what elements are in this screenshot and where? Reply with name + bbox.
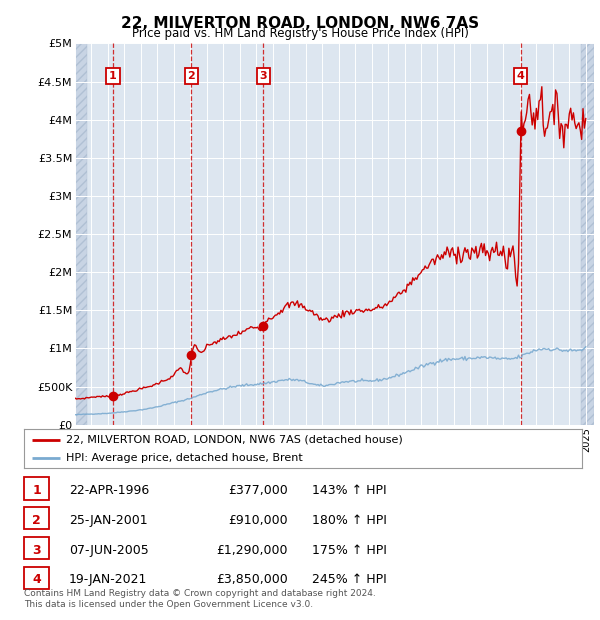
Text: £377,000: £377,000	[228, 484, 288, 497]
Text: 22, MILVERTON ROAD, LONDON, NW6 7AS (detached house): 22, MILVERTON ROAD, LONDON, NW6 7AS (det…	[66, 435, 403, 445]
Text: 2: 2	[188, 71, 196, 81]
Text: 245% ↑ HPI: 245% ↑ HPI	[312, 574, 387, 587]
Text: 22-APR-1996: 22-APR-1996	[69, 484, 149, 497]
Bar	[75, 43, 86, 425]
Text: Contains HM Land Registry data © Crown copyright and database right 2024.
This d: Contains HM Land Registry data © Crown c…	[24, 590, 376, 609]
Text: HPI: Average price, detached house, Brent: HPI: Average price, detached house, Bren…	[66, 453, 302, 463]
Text: 143% ↑ HPI: 143% ↑ HPI	[312, 484, 386, 497]
Text: 1: 1	[32, 484, 41, 497]
Text: £910,000: £910,000	[229, 514, 288, 527]
Text: 07-JUN-2005: 07-JUN-2005	[69, 544, 149, 557]
Text: £3,850,000: £3,850,000	[216, 574, 288, 587]
Text: 22, MILVERTON ROAD, LONDON, NW6 7AS: 22, MILVERTON ROAD, LONDON, NW6 7AS	[121, 16, 479, 30]
Bar	[581, 43, 594, 425]
Text: 19-JAN-2021: 19-JAN-2021	[69, 574, 148, 587]
Text: Price paid vs. HM Land Registry's House Price Index (HPI): Price paid vs. HM Land Registry's House …	[131, 27, 469, 40]
Text: 2: 2	[32, 514, 41, 527]
Text: 3: 3	[32, 544, 41, 557]
Text: 25-JAN-2001: 25-JAN-2001	[69, 514, 148, 527]
Text: 4: 4	[517, 71, 524, 81]
Text: 4: 4	[32, 574, 41, 587]
Text: 175% ↑ HPI: 175% ↑ HPI	[312, 544, 387, 557]
Text: 180% ↑ HPI: 180% ↑ HPI	[312, 514, 387, 527]
Text: 1: 1	[109, 71, 117, 81]
Text: £1,290,000: £1,290,000	[217, 544, 288, 557]
Text: 3: 3	[260, 71, 267, 81]
